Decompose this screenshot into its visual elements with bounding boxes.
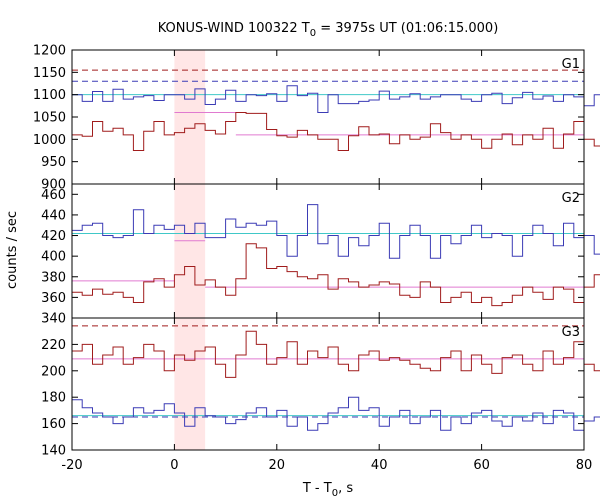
series-g2-1 xyxy=(72,243,600,307)
x-tick-label: 80 xyxy=(576,458,593,473)
series-g1-1 xyxy=(72,112,600,151)
x-axis-label-pre: T - T xyxy=(302,481,332,496)
x-tick-label: 40 xyxy=(371,458,388,473)
series-g3-1 xyxy=(72,330,600,378)
data-layer xyxy=(72,69,600,431)
y-tick-label: 420 xyxy=(41,229,66,244)
y-tick-label: 1200 xyxy=(33,44,66,59)
y-tick-label: 180 xyxy=(41,391,66,406)
y-tick-label: 1050 xyxy=(33,111,66,126)
y-tick-label: 460 xyxy=(41,188,66,203)
y-tick-label: 1000 xyxy=(33,133,66,148)
axes-layer xyxy=(71,49,585,451)
panel-label: G1 xyxy=(562,57,580,72)
y-tick-label: 400 xyxy=(41,250,66,265)
y-tick-label: 160 xyxy=(41,417,66,432)
y-tick-label: 340 xyxy=(41,312,66,327)
x-tick-label: 20 xyxy=(269,458,286,473)
highlight-layer xyxy=(174,50,206,450)
x-axis-label: T - T0, s xyxy=(302,481,353,499)
text-layer: 90095010001050110011501200G1340360380400… xyxy=(5,21,592,499)
y-tick-label: 220 xyxy=(41,338,66,353)
y-tick-label: 1150 xyxy=(33,66,66,81)
y-tick-label: 140 xyxy=(41,444,66,459)
x-axis-label-post: , s xyxy=(338,481,353,496)
x-tick-label: 0 xyxy=(170,458,178,473)
panel-frame-g3 xyxy=(71,317,585,451)
chart-title-post: = 3975s UT (01:06:15.000) xyxy=(316,21,498,36)
panel-frame-g2 xyxy=(71,183,585,319)
x-axis-label-sub: 0 xyxy=(332,488,338,499)
y-tick-label: 380 xyxy=(41,270,66,285)
panel-label: G3 xyxy=(562,325,580,340)
panel-label: G2 xyxy=(562,191,580,206)
series-g1-0 xyxy=(72,85,600,113)
series-g3-0 xyxy=(72,396,600,431)
y-tick-label: 900 xyxy=(41,178,66,193)
y-tick-label: 950 xyxy=(41,155,66,170)
y-tick-label: 200 xyxy=(41,364,66,379)
series-g2-0 xyxy=(72,204,600,259)
y-tick-label: 440 xyxy=(41,208,66,223)
highlight-interval xyxy=(174,50,206,450)
y-axis-label: counts / sec xyxy=(5,211,20,289)
chart-title-pre: KONUS-WIND 100322 T xyxy=(158,21,310,36)
x-tick-label: -20 xyxy=(61,458,82,473)
x-tick-label: 60 xyxy=(473,458,490,473)
y-tick-label: 1100 xyxy=(33,88,66,103)
y-tick-label: 360 xyxy=(41,291,66,306)
chart-title: KONUS-WIND 100322 T0 = 3975s UT (01:06:1… xyxy=(158,21,499,39)
chart-title-sub: 0 xyxy=(310,28,316,39)
